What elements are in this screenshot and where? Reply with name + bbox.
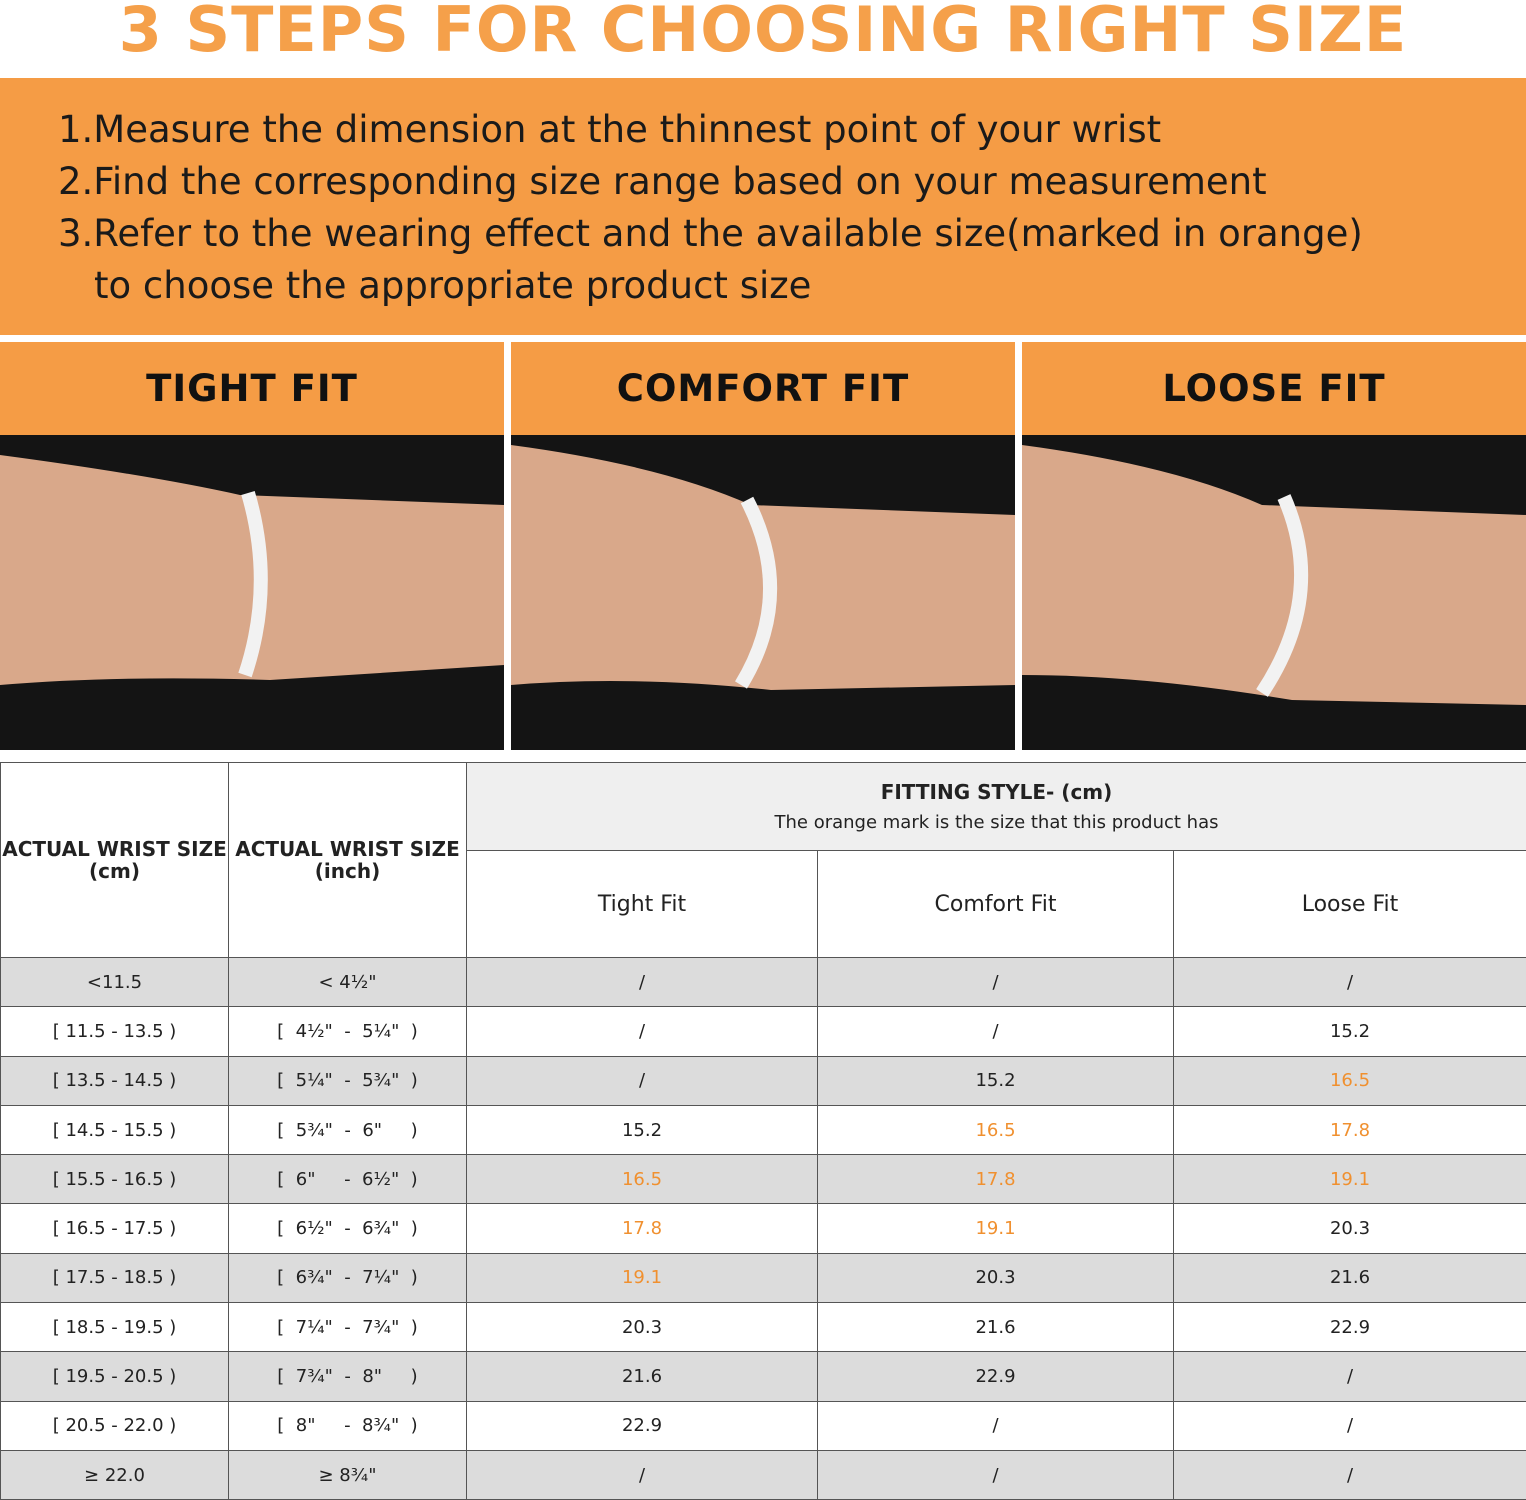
comfort-fit-photo [511,435,1015,750]
cell-wrist-inch: [ 4½" - 5¼" ) [228,1006,467,1057]
cell-tight-fit: 16.5 [466,1154,818,1205]
page-title: 3 STEPS FOR CHOOSING RIGHT SIZE [118,0,1408,66]
cell-wrist-inch: [ 5¾" - 6" ) [228,1104,467,1156]
cell-comfort-fit: 15.2 [817,1055,1174,1106]
cell-comfort-fit: / [817,1006,1174,1057]
cell-tight-fit: / [466,1006,818,1057]
table-row: [ 16.5 - 17.5 )[ 6½" - 6¾" ) 17.8 19.1 20.3 [0,1203,1526,1254]
cell-loose-fit: / [1173,1400,1526,1451]
tight-fit-photo [0,435,504,750]
fit-tight: TIGHT FIT [0,342,504,750]
fit-tight-title: TIGHT FIT [0,342,504,435]
cell-loose-fit: 22.9 [1173,1302,1526,1353]
table-row: [ 20.5 - 22.0 )[ 8" - 8¾" ) 22.9// [0,1400,1526,1451]
table-row: [ 14.5 - 15.5 )[ 5¾" - 6" ) 15.2 16.5 17.8 [0,1104,1526,1156]
cell-wrist-inch: [ 5¼" - 5¾" ) [228,1055,467,1106]
cell-wrist-cm: [ 17.5 - 18.5 ) [0,1252,229,1304]
table-row: [ 17.5 - 18.5 )[ 6¾" - 7¼" ) 19.1 20.3 21.6 [0,1252,1526,1304]
table-row: [ 11.5 - 13.5 )[ 4½" - 5¼" ) //15.2 [0,1006,1526,1057]
cell-loose-fit: 19.1 [1173,1154,1526,1205]
header-fitting-style: FITTING STYLE- (cm) The orange mark is th… [466,762,1526,851]
cell-tight-fit: 21.6 [466,1351,818,1402]
cell-tight-fit: / [466,1055,818,1106]
cell-comfort-fit: / [817,1400,1174,1451]
cell-wrist-cm: [ 14.5 - 15.5 ) [0,1104,229,1156]
cell-tight-fit: 20.3 [466,1302,818,1353]
cell-wrist-inch: [ 6" - 6½" ) [228,1154,467,1205]
step-2: 2.Find the corresponding size range base… [58,160,1267,203]
cell-comfort-fit: 19.1 [817,1203,1174,1254]
step-3: 3.Refer to the wearing effect and the av… [58,212,1363,255]
cell-wrist-cm: [ 15.5 - 16.5 ) [0,1154,229,1205]
cell-tight-fit: 17.8 [466,1203,818,1254]
cell-loose-fit: / [1173,1449,1526,1500]
fit-loose: LOOSE FIT [1022,342,1526,750]
cell-wrist-inch: [ 7¼" - 7¾" ) [228,1302,467,1353]
size-table: ACTUAL WRIST SIZE (cm) ACTUAL WRIST SIZE(… [0,762,1526,1500]
cell-wrist-inch: < 4½" [228,956,467,1008]
cell-loose-fit: / [1173,1351,1526,1402]
cell-comfort-fit: / [817,956,1174,1008]
step-3-continued: to choose the appropriate product size [94,264,812,307]
loose-fit-photo [1022,435,1526,750]
cell-comfort-fit: 16.5 [817,1104,1174,1156]
table-row: [ 19.5 - 20.5 )[ 7¾" - 8" ) 21.6 22.9/ [0,1351,1526,1402]
cell-wrist-inch: [ 6¾" - 7¼" ) [228,1252,467,1304]
cell-tight-fit: 22.9 [466,1400,818,1451]
step-1: 1.Measure the dimension at the thinnest … [58,108,1162,151]
cell-wrist-cm: <11.5 [0,956,229,1008]
cell-loose-fit: / [1173,956,1526,1008]
cell-loose-fit: 17.8 [1173,1104,1526,1156]
cell-wrist-cm: [ 16.5 - 17.5 ) [0,1203,229,1254]
cell-wrist-inch: ≥ 8¾" [228,1449,467,1500]
fit-loose-title: LOOSE FIT [1022,342,1526,435]
cell-wrist-cm: [ 18.5 - 19.5 ) [0,1302,229,1353]
cell-tight-fit: 15.2 [466,1104,818,1156]
cell-loose-fit: 21.6 [1173,1252,1526,1304]
cell-tight-fit: / [466,956,818,1008]
cell-comfort-fit: / [817,1449,1174,1500]
cell-wrist-cm: [ 11.5 - 13.5 ) [0,1006,229,1057]
cell-wrist-inch: [ 7¾" - 8" ) [228,1351,467,1402]
cell-wrist-cm: [ 19.5 - 20.5 ) [0,1351,229,1402]
header-tight-fit: Tight Fit [466,850,818,958]
fitting-note: The orange mark is the size that this pr… [774,812,1219,833]
cell-comfort-fit: 17.8 [817,1154,1174,1205]
cell-loose-fit: 16.5 [1173,1055,1526,1106]
fit-comfort-title: COMFORT FIT [511,342,1015,435]
cell-wrist-cm: [ 20.5 - 22.0 ) [0,1400,229,1451]
cell-loose-fit: 15.2 [1173,1006,1526,1057]
cell-wrist-inch: [ 6½" - 6¾" ) [228,1203,467,1254]
steps-panel: 1.Measure the dimension at the thinnest … [0,78,1526,335]
cell-tight-fit: / [466,1449,818,1500]
table-row: [ 18.5 - 19.5 )[ 7¼" - 7¾" ) 20.3 21.6 22.9 [0,1302,1526,1353]
cell-tight-fit: 19.1 [466,1252,818,1304]
cell-wrist-inch: [ 8" - 8¾" ) [228,1400,467,1451]
table-row: <11.5 < 4½" / / / [0,956,1526,1008]
table-row: ≥ 22.0 ≥ 8¾" / / / [0,1449,1526,1500]
header-wrist-cm: ACTUAL WRIST SIZE (cm) [0,762,229,958]
cell-loose-fit: 20.3 [1173,1203,1526,1254]
cell-wrist-cm: ≥ 22.0 [0,1449,229,1500]
header-comfort-fit: Comfort Fit [817,850,1174,958]
fit-examples: TIGHT FIT COMFORT FIT LOOSE FIT [0,342,1526,750]
cell-comfort-fit: 20.3 [817,1252,1174,1304]
cell-comfort-fit: 21.6 [817,1302,1174,1353]
table-row: [ 13.5 - 14.5 )[ 5¼" - 5¾" )/15.2 16.5 [0,1055,1526,1106]
table-row: [ 15.5 - 16.5 )[ 6" - 6½" ) 16.5 17.8 19.1 [0,1154,1526,1205]
header-loose-fit: Loose Fit [1173,850,1526,958]
cell-wrist-cm: [ 13.5 - 14.5 ) [0,1055,229,1106]
header-wrist-inch: ACTUAL WRIST SIZE (inch) [228,762,467,958]
cell-comfort-fit: 22.9 [817,1351,1174,1402]
fit-comfort: COMFORT FIT [511,342,1015,750]
